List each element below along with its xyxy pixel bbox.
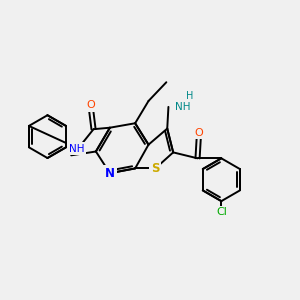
Text: H: H (186, 91, 194, 100)
Text: NH: NH (69, 143, 84, 154)
Text: Cl: Cl (216, 207, 227, 218)
Text: O: O (195, 128, 203, 138)
Text: NH: NH (175, 102, 190, 112)
Text: O: O (86, 100, 95, 110)
Text: S: S (151, 162, 160, 175)
Text: N: N (105, 167, 115, 180)
